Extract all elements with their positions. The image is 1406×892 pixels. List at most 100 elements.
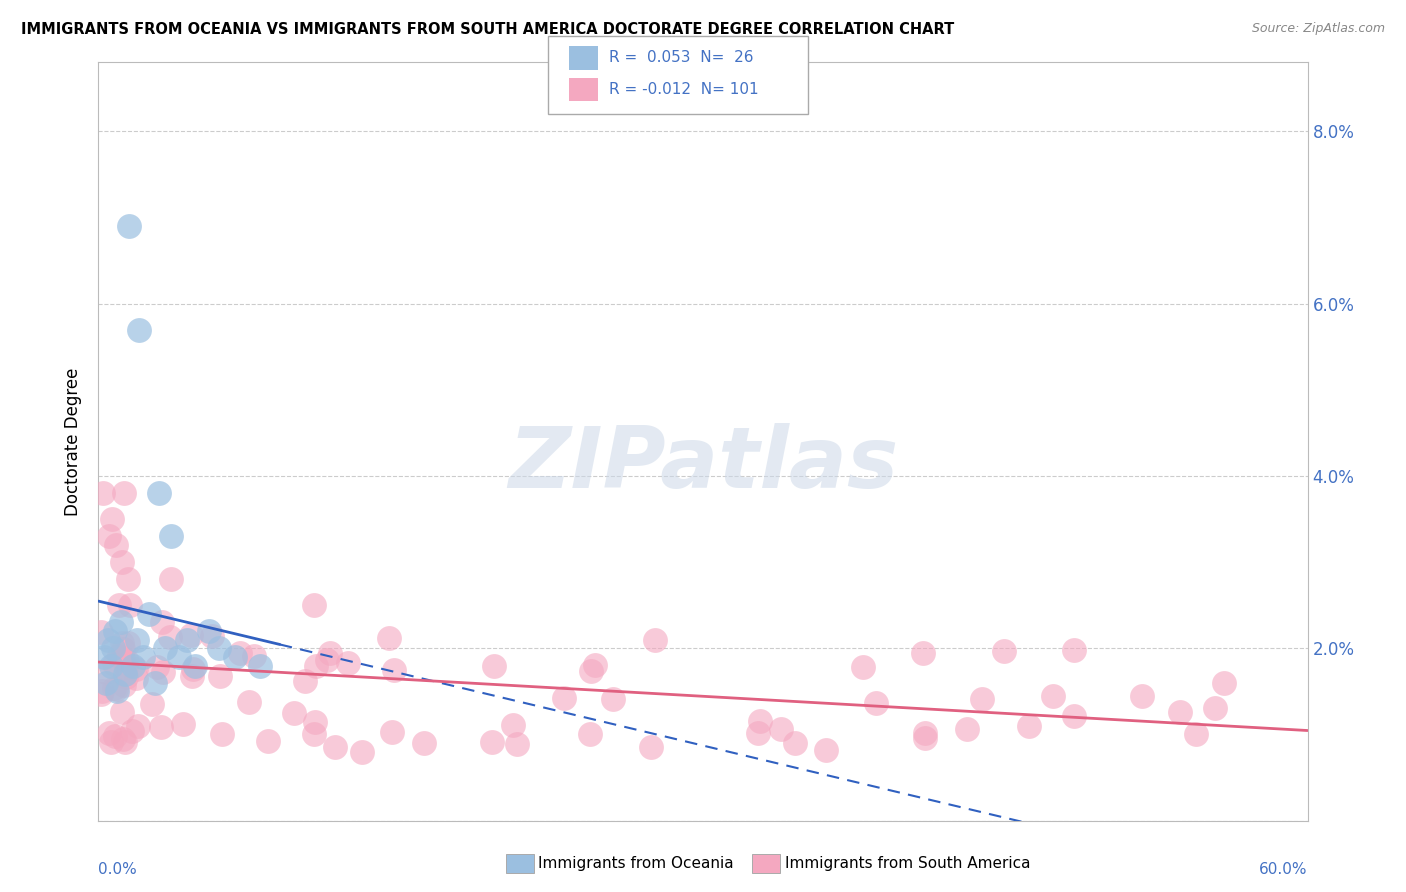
Point bbox=[384, 664, 406, 678]
Text: 0.0%: 0.0% bbox=[98, 863, 138, 878]
Point bbox=[350, 745, 373, 759]
Point bbox=[125, 632, 148, 647]
Point bbox=[852, 660, 875, 674]
Point bbox=[112, 486, 135, 500]
Point bbox=[249, 658, 271, 673]
Point bbox=[100, 512, 122, 526]
Point bbox=[1130, 689, 1153, 703]
Point bbox=[148, 486, 170, 500]
Text: Immigrants from Oceania: Immigrants from Oceania bbox=[538, 856, 734, 871]
Point bbox=[90, 624, 112, 639]
Point bbox=[138, 607, 160, 621]
Point bbox=[160, 529, 183, 543]
Point bbox=[377, 632, 399, 646]
Point bbox=[183, 663, 205, 677]
Point bbox=[91, 486, 114, 500]
Point bbox=[111, 555, 134, 569]
Point bbox=[198, 624, 221, 639]
Point bbox=[956, 722, 979, 736]
Point bbox=[100, 735, 122, 749]
Point bbox=[1042, 689, 1064, 703]
Point bbox=[128, 322, 150, 336]
Point bbox=[125, 661, 148, 675]
Point bbox=[302, 727, 325, 741]
Point bbox=[110, 705, 132, 719]
Point bbox=[993, 644, 1015, 658]
Point bbox=[1018, 719, 1040, 733]
Point bbox=[747, 726, 769, 740]
Point bbox=[482, 658, 505, 673]
Point bbox=[602, 691, 624, 706]
Point bbox=[112, 731, 135, 746]
Point bbox=[302, 599, 325, 613]
Point bbox=[176, 632, 198, 647]
Point bbox=[159, 573, 181, 587]
Point bbox=[180, 669, 202, 683]
Point bbox=[865, 697, 887, 711]
Point bbox=[972, 692, 994, 706]
Point bbox=[114, 735, 136, 749]
Point bbox=[1213, 676, 1236, 690]
Point bbox=[97, 632, 120, 647]
Text: R = -0.012  N= 101: R = -0.012 N= 101 bbox=[609, 82, 758, 96]
Text: Immigrants from South America: Immigrants from South America bbox=[785, 856, 1031, 871]
Point bbox=[481, 734, 503, 748]
Point bbox=[112, 642, 135, 657]
Point bbox=[911, 646, 934, 660]
Point bbox=[127, 719, 149, 733]
Point bbox=[100, 658, 122, 673]
Point bbox=[90, 688, 112, 702]
Point bbox=[93, 649, 115, 664]
Point bbox=[229, 646, 252, 660]
Point bbox=[224, 649, 246, 664]
Point bbox=[211, 727, 233, 741]
Point bbox=[105, 682, 128, 697]
Point bbox=[238, 695, 260, 709]
Point bbox=[141, 697, 163, 711]
Point bbox=[167, 649, 190, 664]
Point bbox=[132, 649, 155, 664]
Point bbox=[506, 737, 529, 751]
Point bbox=[159, 631, 181, 645]
Point bbox=[243, 648, 266, 663]
Point bbox=[146, 660, 169, 674]
Point bbox=[103, 657, 125, 672]
Point bbox=[305, 659, 328, 673]
Point bbox=[153, 641, 176, 656]
Point bbox=[149, 720, 172, 734]
Point bbox=[104, 729, 127, 743]
Text: IMMIGRANTS FROM OCEANIA VS IMMIGRANTS FROM SOUTH AMERICA DOCTORATE DEGREE CORREL: IMMIGRANTS FROM OCEANIA VS IMMIGRANTS FR… bbox=[21, 22, 955, 37]
Point bbox=[184, 658, 207, 673]
Point bbox=[108, 649, 131, 664]
Text: R =  0.053  N=  26: R = 0.053 N= 26 bbox=[609, 51, 754, 65]
Point bbox=[105, 684, 128, 698]
Point bbox=[640, 740, 662, 755]
Point bbox=[783, 736, 806, 750]
Text: 60.0%: 60.0% bbox=[1260, 863, 1308, 878]
Point bbox=[121, 658, 143, 673]
Point bbox=[108, 599, 131, 613]
Point bbox=[172, 716, 194, 731]
Point bbox=[103, 681, 125, 696]
Point bbox=[96, 665, 118, 679]
Point bbox=[578, 727, 600, 741]
Point bbox=[1063, 709, 1085, 723]
Point bbox=[120, 599, 142, 613]
Point bbox=[553, 690, 575, 705]
Point bbox=[283, 706, 305, 721]
Point bbox=[97, 726, 120, 740]
Point bbox=[118, 219, 141, 234]
Point bbox=[105, 538, 128, 552]
Point bbox=[914, 725, 936, 739]
Point bbox=[150, 615, 173, 630]
Point bbox=[110, 615, 132, 630]
Point bbox=[1063, 642, 1085, 657]
Point bbox=[323, 740, 346, 755]
Point bbox=[412, 736, 434, 750]
Point bbox=[103, 624, 125, 639]
Point bbox=[644, 632, 666, 647]
Y-axis label: Doctorate Degree: Doctorate Degree bbox=[65, 368, 83, 516]
Point bbox=[304, 715, 326, 730]
Point bbox=[502, 718, 524, 732]
Point bbox=[1204, 701, 1226, 715]
